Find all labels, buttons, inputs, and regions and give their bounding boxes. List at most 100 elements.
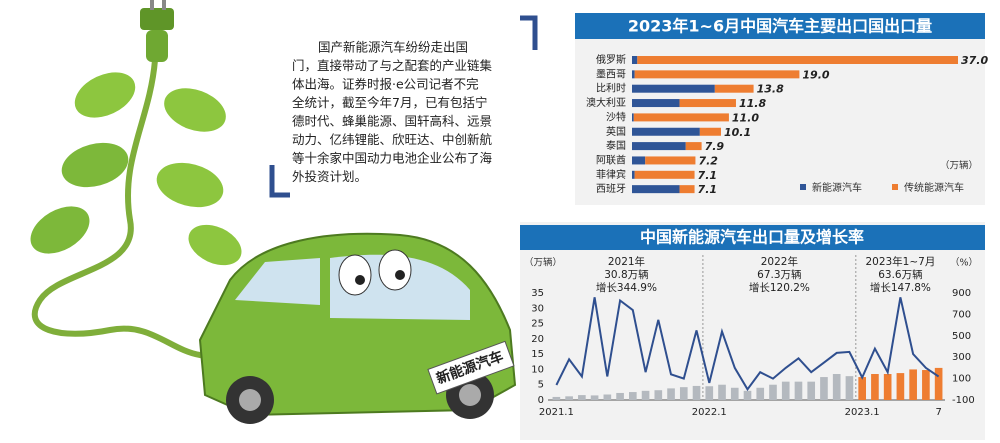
y-tick-label: 0 (538, 395, 544, 406)
x-tick-label: 2021.1 (539, 407, 574, 418)
unit-label: （万辆） (524, 257, 562, 269)
bar (552, 396, 561, 400)
article-line: 外投资计划。 (292, 169, 367, 184)
bar (832, 374, 841, 400)
legend-label: 新能源汽车 (812, 181, 862, 194)
y-tick-label: 35 (531, 288, 544, 299)
data-label: 11.8 (739, 97, 766, 110)
data-label: 10.1 (724, 126, 751, 139)
y-tick-label: 10 (531, 364, 544, 375)
bar (632, 113, 634, 122)
x-tick-label: 2022.1 (692, 407, 727, 418)
bar (632, 170, 635, 179)
chart-title: 中国新能源汽车出口量及增长率 (640, 228, 864, 247)
data-label: 7.9 (705, 140, 725, 153)
legend-label: 传统能源汽车 (904, 181, 964, 194)
bar (578, 395, 586, 400)
plug (140, 8, 174, 30)
bar (632, 70, 635, 79)
bar (858, 377, 866, 400)
article-line: 动力、亿纬锂能、欣旺达、中创新航 (292, 132, 493, 147)
bar (632, 142, 686, 151)
y2-tick-label: 100 (952, 374, 971, 385)
article-line: 体出海。证券时报·e公司记者不完 (292, 77, 479, 92)
article-line: 门，直接带动了与之配套的产业链集 (292, 58, 493, 73)
legend-swatch (892, 184, 898, 190)
bracket (269, 165, 290, 198)
bar (845, 376, 854, 400)
bar (883, 374, 892, 400)
y-tick-label: 5 (538, 380, 544, 391)
bar (633, 113, 729, 122)
bar (634, 170, 695, 179)
bar (629, 392, 637, 400)
y-tick-label: 阿联酋 (596, 153, 626, 166)
data-label: 7.1 (698, 169, 718, 182)
y-tick-label: 墨西哥 (596, 68, 626, 80)
bar (637, 56, 958, 64)
x-tick-label: 7 (935, 407, 941, 418)
y-tick-label: 沙特 (606, 111, 626, 123)
article-line: 国产新能源汽车纷纷走出国 (318, 40, 468, 55)
illustration: 新能源汽车 (30, 0, 517, 424)
bar (632, 84, 715, 93)
title-bar (520, 225, 985, 250)
chart-title: 2023年1~6月中国汽车主要出口国出口量 (628, 17, 932, 36)
y-tick-label: 30 (531, 303, 544, 314)
bar (692, 385, 701, 400)
bar (685, 142, 702, 151)
y2-tick-label: -100 (952, 395, 975, 406)
y2-tick-label: 500 (952, 331, 971, 342)
y2-tick-label: 900 (952, 288, 971, 299)
annotation: 2021年 30.8万辆增长344.9% (596, 255, 657, 294)
bar (667, 388, 675, 400)
bar (871, 374, 879, 400)
annotation: 2023年1~7月 63.6万辆增长147.8% (865, 255, 935, 294)
bar (705, 386, 714, 400)
y2-tick-label: 700 (952, 309, 971, 320)
bar (632, 156, 646, 165)
title-bar (575, 13, 985, 39)
bar (781, 381, 790, 400)
bar (807, 381, 816, 400)
y-tick-label: 澳大利亚 (586, 96, 626, 109)
data-label: 19.0 (802, 68, 829, 81)
data-label: 7.2 (698, 154, 718, 167)
bracket (520, 15, 538, 50)
bar (634, 70, 800, 79)
data-label: 37.0 (961, 54, 988, 67)
y-tick-label: 25 (531, 319, 544, 330)
line (555, 297, 940, 392)
bar (922, 370, 930, 400)
bar (679, 99, 736, 108)
bar (934, 367, 943, 400)
y-tick-label: 泰国 (606, 139, 626, 152)
bar (632, 56, 638, 64)
data-label: 7.1 (698, 183, 718, 196)
bar (565, 396, 573, 400)
article-line: 全统计，截至今年7月，已有包括宁 (292, 95, 487, 110)
bar (632, 127, 700, 136)
bar (896, 373, 905, 400)
data-label: 11.0 (732, 111, 759, 124)
bar (632, 99, 680, 108)
bar (679, 185, 695, 194)
y-tick-label: 菲律宾 (596, 168, 626, 181)
y-tick-label: 西班牙 (596, 183, 626, 195)
unit-label: （万辆） (940, 160, 978, 172)
bar (590, 395, 599, 400)
bar (679, 387, 688, 400)
bar (820, 377, 828, 400)
bar (603, 394, 612, 400)
x-tick-label: 2023.1 (845, 407, 880, 418)
bar (909, 369, 917, 400)
bar (730, 387, 739, 400)
bar (756, 387, 765, 400)
bar (641, 390, 650, 400)
bar (616, 392, 624, 400)
bar (632, 185, 680, 194)
bar (718, 384, 726, 400)
data-label: 13.8 (757, 83, 784, 96)
